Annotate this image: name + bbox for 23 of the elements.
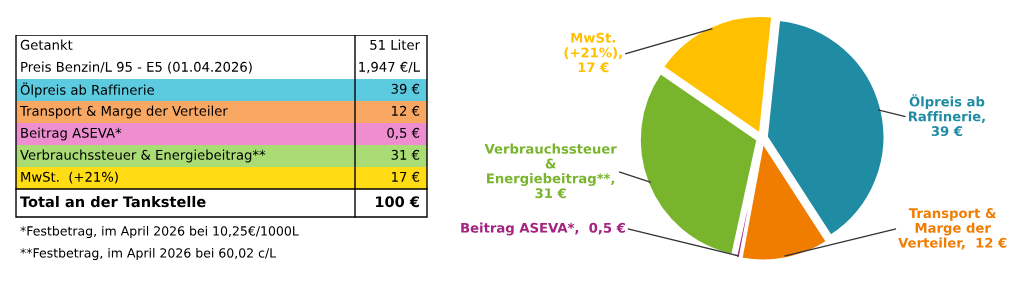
category-label: Verbrauchssteuer & Energiebeitrag** (20, 149, 266, 163)
slice-label: Verbrauchssteuer & Energiebeitrag**, 31 € (484, 143, 617, 199)
text: 12 € (392, 105, 420, 116)
text: 17 € (392, 171, 420, 182)
text: *Festbetrag, im April 2026 bei 10,25€/1000L (20, 225, 299, 239)
text: 51 Liter (370, 39, 420, 50)
text: **Festbetrag, im April 2026 bei 60,02 c/L (20, 247, 277, 261)
text: 0,5 € (387, 127, 420, 140)
category-label: Preis Benzin/L 95 - E5 (01.04.2026) (21, 61, 252, 74)
text: 31 € (391, 149, 420, 160)
category-label: Total an der Tankstelle (20, 195, 206, 208)
slice-label: Beitrag ASEVA*, 0,5 € (461, 222, 625, 236)
slice-label: Transport & Marge der Verteiler, 12 € (898, 208, 1007, 250)
slice-label: MwSt. (+21%), 17 € (564, 32, 622, 73)
category-label: Ölpreis ab Raffinerie (20, 82, 154, 98)
category-label: Getankt (20, 39, 73, 50)
slice-label: Ölpreis ab Raffinerie, 39 € (908, 94, 985, 137)
text: 100 € (375, 196, 420, 208)
category-label: Beitrag ASEVA* (21, 127, 122, 141)
category-label: MwSt. (+21%) (21, 171, 118, 184)
category-label: Transport & Marge der Verteiler (19, 105, 228, 119)
text: 39 € (391, 83, 420, 94)
text: 1,947 €/L (359, 61, 420, 74)
